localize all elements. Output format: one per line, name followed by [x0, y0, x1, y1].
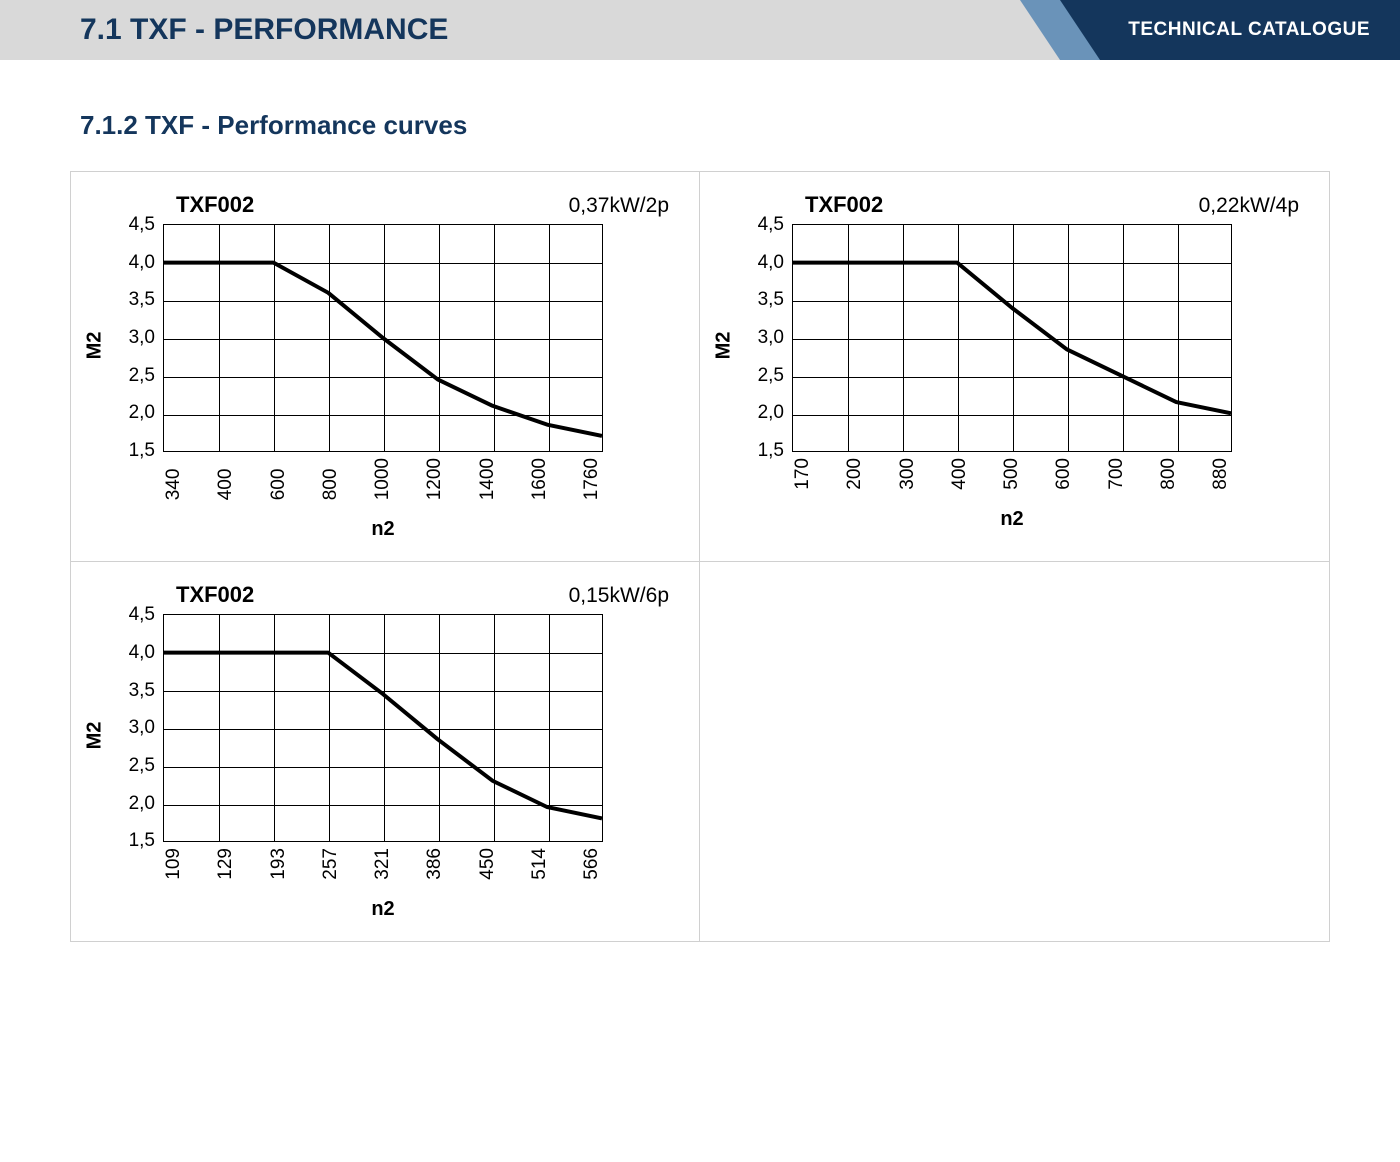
x-tick-label: 386	[424, 848, 446, 880]
y-tick-label: 2,5	[109, 755, 155, 777]
x-tick-label: 200	[844, 458, 866, 490]
x-tick-label: 450	[477, 848, 499, 880]
x-tick-label: 340	[163, 458, 185, 500]
y-axis-ticks: 4,5 4,0 3,5 3,0 2,5 2,0 1,5	[109, 604, 163, 852]
performance-curve	[793, 263, 1231, 414]
y-tick-label: 2,5	[738, 365, 784, 387]
y-tick-label: 4,0	[109, 252, 155, 274]
chart-grid: TXF002 0,37kW/2p M2 4,5 4,0 3,5 3,0 2,5 2,0 1,5 34…	[70, 171, 1330, 942]
chart-code: TXF002	[176, 192, 254, 218]
y-tick-label: 4,0	[109, 642, 155, 664]
chart-plot-area	[792, 224, 1232, 452]
y-tick-label: 1,5	[738, 440, 784, 462]
y-tick-label: 2,0	[109, 402, 155, 424]
y-tick-label: 1,5	[109, 830, 155, 852]
x-tick-label: 109	[163, 848, 185, 880]
y-axis-ticks: 4,5 4,0 3,5 3,0 2,5 2,0 1,5	[109, 214, 163, 462]
chart-power-label: 0,37kW/2p	[569, 194, 669, 218]
x-tick-label: 400	[949, 458, 971, 490]
x-tick-label: 193	[268, 848, 290, 880]
x-tick-label: 400	[215, 458, 237, 500]
x-tick-label: 1200	[424, 458, 446, 500]
x-tick-label: 1000	[372, 458, 394, 500]
x-axis-ticks: 170 200 300 400 500 600 700 800 880	[792, 458, 1232, 490]
y-axis-label: M2	[713, 332, 736, 360]
page-header: 7.1 TXF - PERFORMANCE TECHNICAL CATALOGU…	[0, 0, 1400, 60]
x-tick-label: 800	[320, 458, 342, 500]
chart-plot-area	[163, 614, 603, 842]
page-title: 7.1 TXF - PERFORMANCE	[0, 0, 1020, 60]
header-badge: TECHNICAL CATALOGUE	[1020, 0, 1400, 60]
chart-code: TXF002	[805, 192, 883, 218]
x-tick-label: 170	[792, 458, 814, 490]
x-tick-label: 1760	[581, 458, 603, 500]
chart-power-label: 0,15kW/6p	[569, 584, 669, 608]
chart-cell-empty	[700, 562, 1329, 941]
x-tick-label: 300	[897, 458, 919, 490]
y-tick-label: 4,5	[738, 214, 784, 236]
y-tick-label: 4,5	[109, 604, 155, 626]
performance-curve	[164, 263, 602, 436]
x-tick-label: 1600	[529, 458, 551, 500]
y-axis-label: M2	[84, 722, 107, 750]
y-axis-ticks: 4,5 4,0 3,5 3,0 2,5 2,0 1,5	[738, 214, 792, 462]
chart-cell-0: TXF002 0,37kW/2p M2 4,5 4,0 3,5 3,0 2,5 2,0 1,5 34…	[71, 172, 700, 562]
section-title: 7.1.2 TXF - Performance curves	[80, 110, 1400, 141]
y-tick-label: 1,5	[109, 440, 155, 462]
y-tick-label: 3,0	[109, 327, 155, 349]
y-tick-label: 3,0	[738, 327, 784, 349]
y-tick-label: 3,5	[109, 680, 155, 702]
chart-plot-area	[163, 224, 603, 452]
x-axis-label: n2	[163, 518, 603, 541]
y-tick-label: 3,5	[738, 289, 784, 311]
x-axis-label: n2	[163, 898, 603, 921]
x-tick-label: 129	[215, 848, 237, 880]
y-axis-label: M2	[84, 332, 107, 360]
y-tick-label: 3,5	[109, 289, 155, 311]
y-tick-label: 4,5	[109, 214, 155, 236]
x-tick-label: 321	[372, 848, 394, 880]
chart-power-label: 0,22kW/4p	[1199, 194, 1299, 218]
y-tick-label: 2,0	[109, 793, 155, 815]
header-badge-text: TECHNICAL CATALOGUE	[1128, 0, 1370, 60]
y-tick-label: 2,5	[109, 365, 155, 387]
x-axis-label: n2	[792, 508, 1232, 531]
x-tick-label: 700	[1106, 458, 1128, 490]
y-tick-label: 3,0	[109, 717, 155, 739]
x-axis-ticks: 340 400 600 800 1000 1200 1400 1600 1760	[163, 458, 603, 500]
chart-cell-1: TXF002 0,22kW/4p M2 4,5 4,0 3,5 3,0 2,5 2,0 1,5 17…	[700, 172, 1329, 562]
x-axis-ticks: 109 129 193 257 321 386 450 514 566	[163, 848, 603, 880]
performance-curve	[164, 653, 602, 819]
x-tick-label: 880	[1210, 458, 1232, 490]
chart-code: TXF002	[176, 582, 254, 608]
x-tick-label: 257	[320, 848, 342, 880]
x-tick-label: 1400	[477, 458, 499, 500]
x-tick-label: 800	[1158, 458, 1180, 490]
y-tick-label: 2,0	[738, 402, 784, 424]
x-tick-label: 600	[1053, 458, 1075, 490]
x-tick-label: 600	[268, 458, 290, 500]
y-tick-label: 4,0	[738, 252, 784, 274]
chart-cell-2: TXF002 0,15kW/6p M2 4,5 4,0 3,5 3,0 2,5 2,0 1,5 10…	[71, 562, 700, 941]
x-tick-label: 514	[529, 848, 551, 880]
x-tick-label: 566	[581, 848, 603, 880]
x-tick-label: 500	[1001, 458, 1023, 490]
